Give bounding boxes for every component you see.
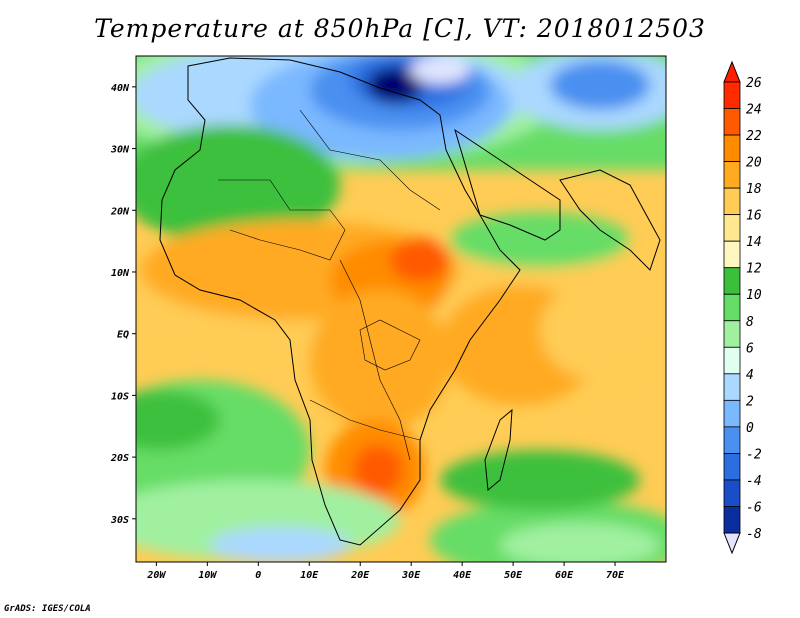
colorbar-max-arrow bbox=[723, 60, 741, 83]
credit-text: GrADS: IGES/COLA bbox=[4, 604, 91, 614]
x-tick-label: 10W bbox=[198, 570, 217, 581]
colorbar-level-label: 16 bbox=[746, 209, 762, 224]
colorbar-level-label: 8 bbox=[746, 315, 754, 330]
temperature-field bbox=[136, 56, 666, 562]
colorbar-swatch bbox=[723, 161, 741, 189]
colorbar-swatch bbox=[723, 240, 741, 269]
colorbar-swatch bbox=[723, 214, 741, 242]
y-axis: 40N 30N 20N 10N EQ 10S 20S 30S bbox=[110, 83, 136, 526]
y-tick-label: EQ bbox=[117, 330, 129, 341]
colorbar-level-label: 12 bbox=[746, 262, 762, 277]
y-tick-label: 40N bbox=[111, 83, 130, 94]
colorbar-swatch bbox=[723, 267, 741, 295]
x-tick-label: 50E bbox=[504, 570, 523, 581]
colorbar-swatch bbox=[723, 293, 741, 322]
y-tick-label: 10S bbox=[111, 391, 129, 402]
y-tick-label: 10N bbox=[111, 268, 130, 279]
colorbar-level-label: -4 bbox=[746, 474, 762, 489]
x-tick-label: 60E bbox=[555, 570, 574, 581]
colorbar-swatch bbox=[723, 506, 741, 534]
colorbar-min-arrow bbox=[723, 532, 741, 555]
colorbar-swatch bbox=[723, 134, 741, 162]
y-tick-label: 20N bbox=[110, 206, 130, 217]
chart-title: Temperature at 850hPa [C], VT: 201801250… bbox=[94, 14, 706, 43]
colorbar-level-label: 10 bbox=[746, 288, 762, 303]
colorbar-swatch bbox=[723, 479, 741, 507]
colorbar-level-label: 26 bbox=[746, 76, 762, 91]
x-tick-label: 0 bbox=[255, 570, 261, 581]
colorbar-swatch bbox=[723, 373, 741, 401]
y-tick-label: 30N bbox=[110, 145, 130, 156]
colorbar-level-label: 24 bbox=[746, 103, 762, 118]
colorbar-swatch bbox=[723, 108, 741, 136]
x-tick-label: 20W bbox=[146, 570, 166, 581]
x-tick-label: 40E bbox=[453, 570, 472, 581]
colorbar-swatch bbox=[723, 426, 741, 454]
colorbar-level-label: 2 bbox=[746, 394, 754, 409]
x-tick-label: 30E bbox=[401, 570, 421, 581]
coastlines bbox=[159, 57, 661, 546]
colorbar-swatch bbox=[723, 187, 741, 216]
y-tick-label: 30S bbox=[110, 515, 129, 526]
colorbar-level-label: 0 bbox=[746, 421, 754, 436]
x-tick-label: 70E bbox=[606, 570, 625, 581]
colorbar-swatch bbox=[723, 399, 741, 428]
x-tick-label: 10E bbox=[300, 570, 319, 581]
y-tick-label: 20S bbox=[110, 453, 129, 464]
x-axis: 20W 10W 0 10E 20E 30E 40E 50E 60E 70E bbox=[146, 562, 625, 581]
x-tick-label: 20E bbox=[350, 570, 370, 581]
colorbar-level-label: -2 bbox=[746, 447, 762, 462]
colorbar-swatch bbox=[723, 346, 741, 375]
colorbar-swatch bbox=[723, 320, 741, 348]
colorbar-level-label: -8 bbox=[746, 527, 762, 542]
map-frame bbox=[135, 55, 667, 563]
colorbar-level-label: 4 bbox=[746, 368, 754, 383]
colorbar-swatch bbox=[723, 453, 741, 481]
colorbar-level-label: -6 bbox=[746, 500, 762, 515]
colorbar-level-label: 22 bbox=[746, 129, 762, 144]
colorbar-swatch bbox=[723, 81, 741, 109]
colorbar-level-label: 14 bbox=[746, 235, 762, 250]
colorbar-level-label: 6 bbox=[746, 341, 754, 356]
colorbar-level-label: 18 bbox=[746, 182, 762, 197]
colorbar-level-label: 20 bbox=[746, 156, 762, 171]
